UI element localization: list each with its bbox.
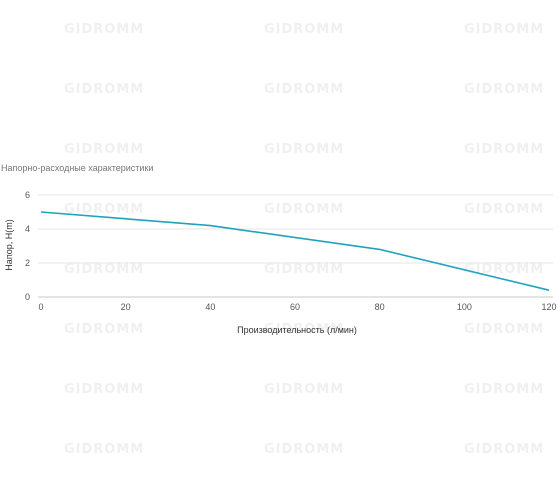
y-axis-ticks: 0 2 4 6 xyxy=(25,190,30,302)
y-tick-label: 4 xyxy=(25,224,30,234)
y-axis-label: Напор, H(m) xyxy=(4,219,14,270)
x-tick-label: 40 xyxy=(205,302,215,312)
x-tick-label: 100 xyxy=(457,302,472,312)
y-tick-label: 0 xyxy=(25,292,30,302)
x-tick-label: 120 xyxy=(541,302,556,312)
x-tick-label: 80 xyxy=(375,302,385,312)
series-line xyxy=(40,211,550,291)
x-axis-label: Производительность (л/мин) xyxy=(237,325,357,335)
x-tick-label: 60 xyxy=(290,302,300,312)
x-axis-ticks: 0 20 40 60 80 100 120 xyxy=(38,302,556,312)
x-tick-label: 0 xyxy=(38,302,43,312)
grid-lines xyxy=(38,194,553,298)
y-tick-label: 6 xyxy=(25,190,30,200)
series-layer xyxy=(40,211,550,291)
chart-title: Напорно-расходные характеристики xyxy=(1,163,154,173)
y-tick-label: 2 xyxy=(25,258,30,268)
x-tick-label: 20 xyxy=(121,302,131,312)
